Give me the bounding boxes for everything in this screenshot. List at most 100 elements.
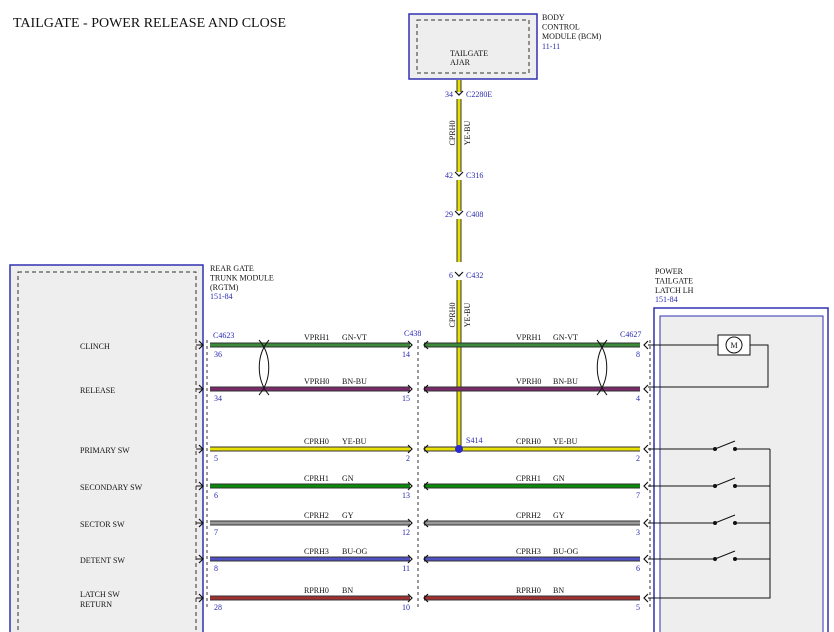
connector-arrow (643, 384, 649, 394)
connector-arrow (423, 384, 429, 394)
rgtm-name: REAR GATE (210, 264, 254, 273)
circuit-label: VPRH1 (516, 333, 541, 342)
color-label: BN-BU (342, 377, 367, 386)
latch-name: LATCH LH (655, 286, 694, 295)
color-label: BU-OG (553, 547, 579, 556)
pin-number: 5 (636, 603, 640, 612)
connector-arrow (423, 554, 429, 564)
rgtm-name: (RGTM) (210, 283, 239, 292)
rgtm-box (9, 264, 204, 632)
pin-label: PRIMARY SW (80, 446, 130, 455)
connector-arrow (423, 593, 429, 603)
connector-arrow (454, 210, 464, 216)
connector-arrow (643, 518, 649, 528)
motor-wires (648, 344, 769, 388)
rgtm-ref: 151-84 (210, 292, 233, 301)
pin-number: 2 (636, 454, 640, 463)
connector-arrow (643, 554, 649, 564)
switch-contact (733, 447, 737, 451)
bcm-inner-label: AJAR (450, 58, 471, 67)
bcm-name: MODULE (BCM) (542, 32, 602, 41)
twist (258, 339, 270, 396)
switch-contact (713, 557, 717, 561)
connector-arrow (423, 340, 429, 350)
color-label: YE-BU (463, 303, 472, 328)
connector-name: C316 (466, 171, 483, 180)
pin-number: 6 (214, 491, 218, 500)
circuit-label: CPRH0 (448, 121, 457, 146)
circuit-label: CPRH0 (516, 437, 541, 446)
color-label: BN-BU (553, 377, 578, 386)
connector-arrow (643, 481, 649, 491)
color-label: GN (342, 474, 354, 483)
connector-name: C438 (404, 329, 421, 338)
motor-circle (725, 336, 743, 354)
color-label: GN-VT (342, 333, 367, 342)
pin-number: 11 (402, 564, 410, 573)
connector-arrow (423, 518, 429, 528)
connector-arrow (454, 171, 464, 177)
bcm-name: CONTROL (542, 22, 580, 31)
connector-name: C4623 (213, 331, 234, 340)
color-label: YE-BU (463, 121, 472, 146)
pin-label: LATCH SW (80, 590, 120, 599)
pin-label: DETENT SW (80, 556, 125, 565)
motor-label: M (730, 341, 737, 350)
pin-number: 13 (402, 491, 410, 500)
connector-arrow (407, 340, 413, 350)
circuit-label: VPRH1 (304, 333, 329, 342)
circuit-label: RPRH0 (304, 586, 329, 595)
switch-contact (713, 521, 717, 525)
pin-number: 36 (214, 350, 222, 359)
pin-number: 8 (214, 564, 218, 573)
pin-number: 12 (402, 528, 410, 537)
bcm-inner (416, 19, 530, 74)
switch-contact (713, 447, 717, 451)
switch-contact (733, 557, 737, 561)
pin-label: CLINCH (80, 342, 110, 351)
pin-number: 7 (636, 491, 640, 500)
connector-name: C408 (466, 210, 483, 219)
color-label: GY (342, 511, 354, 520)
connector-arrow (407, 554, 413, 564)
latch-name: POWER (655, 267, 684, 276)
color-label: YE-BU (553, 437, 578, 446)
pin-number: 10 (402, 603, 410, 612)
splice (455, 445, 463, 453)
color-label: BN (342, 586, 353, 595)
connector-name: C4627 (620, 330, 641, 339)
pin-number: 3 (636, 528, 640, 537)
connector-name: C2280E (466, 90, 492, 99)
circuit-label: VPRH0 (304, 377, 329, 386)
color-label: GN-VT (553, 333, 578, 342)
pin-label: SECTOR SW (80, 520, 125, 529)
connector-pin: 42 (445, 171, 453, 180)
pin-label: SECONDARY SW (80, 483, 143, 492)
latch-name: TAILGATE (655, 276, 693, 285)
bcm-name: BODY (542, 13, 565, 22)
connector-pin: 34 (445, 90, 453, 99)
connector-arrow (454, 90, 464, 96)
circuit-label: CPRH2 (304, 511, 329, 520)
connector-name: C432 (466, 271, 483, 280)
connector-arrow (643, 444, 649, 454)
twist (596, 339, 608, 396)
color-label: GN (553, 474, 565, 483)
color-label: BN (553, 586, 564, 595)
connector-arrow (643, 593, 649, 603)
connector-arrow (643, 340, 649, 350)
switch-contact (733, 521, 737, 525)
circuit-label: CPRH1 (304, 474, 329, 483)
pin-label: RETURN (80, 600, 112, 609)
switch-contact (733, 484, 737, 488)
connector-pin: 6 (449, 271, 453, 280)
pin-number: 34 (214, 394, 222, 403)
circuit-label: RPRH0 (516, 586, 541, 595)
pin-number: 7 (214, 528, 218, 537)
pin-number: 28 (214, 603, 222, 612)
circuit-label: CPRH0 (304, 437, 329, 446)
circuit-label: VPRH0 (516, 377, 541, 386)
circuit-label: CPRH2 (516, 511, 541, 520)
pin-number: 5 (214, 454, 218, 463)
